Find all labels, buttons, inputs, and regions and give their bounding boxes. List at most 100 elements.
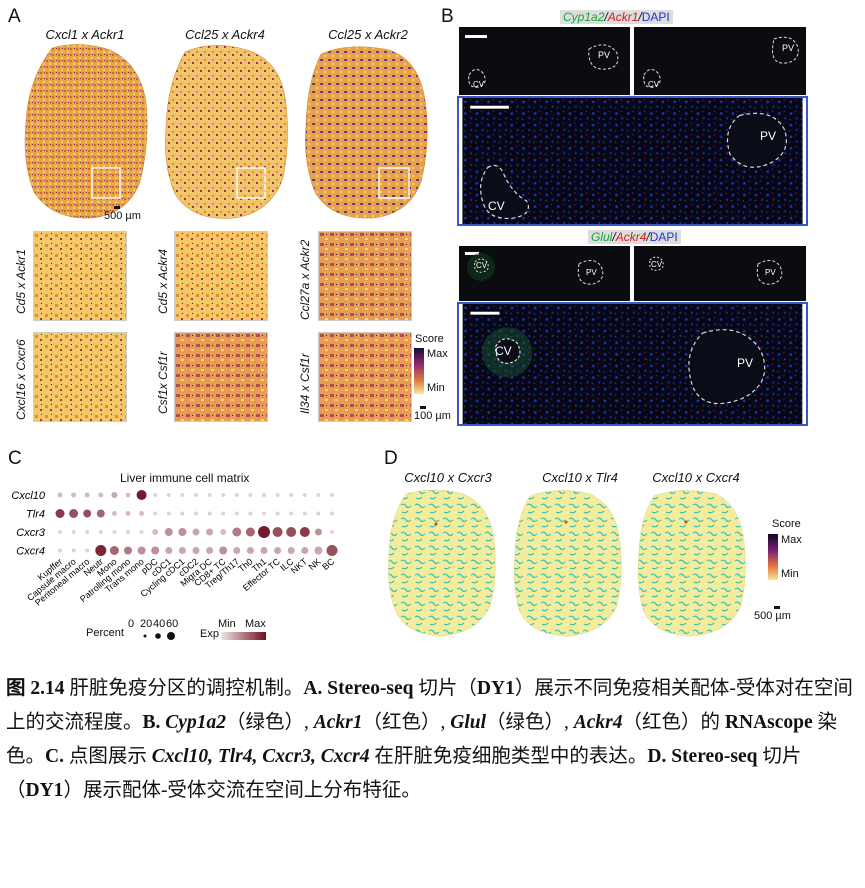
panel-a-scalebar-label: 500 µm bbox=[104, 210, 141, 222]
panel-b-bottom-small-2-pv: PV bbox=[765, 268, 776, 277]
panel-a-legend-min: Min bbox=[427, 382, 445, 394]
dotplot-dot bbox=[71, 548, 76, 553]
panel-a-tissue-2 bbox=[165, 45, 288, 219]
dotplot-dot bbox=[316, 493, 321, 497]
panel-b-bottom-small-1-pv: PV bbox=[586, 268, 597, 277]
dotplot-dot bbox=[55, 509, 65, 518]
dotplot-dot bbox=[234, 511, 239, 516]
caption-fig: 图 2.14 bbox=[6, 678, 65, 699]
panel-d-label: D bbox=[384, 448, 398, 469]
dotplot-dot bbox=[69, 509, 79, 518]
dotplot-dot bbox=[98, 492, 104, 498]
panel-a-tissue-3 bbox=[305, 46, 428, 219]
panel-a-row2-label-2: Cd5 x Ackr4 bbox=[156, 249, 170, 314]
panel-a-legend-scalebar bbox=[420, 406, 426, 409]
panel-a-inset-r3-3 bbox=[318, 332, 412, 422]
dotplot-dot bbox=[221, 511, 226, 516]
dotplot-dot bbox=[139, 511, 145, 516]
panel-a-inset-r2-2 bbox=[174, 231, 268, 321]
dotplot-dot bbox=[58, 530, 62, 534]
dotplot-dot bbox=[111, 492, 118, 498]
dotplot-dot bbox=[178, 528, 187, 536]
dotplot-dot bbox=[180, 493, 185, 497]
panel-a-inset-r2-3 bbox=[318, 231, 412, 321]
dotplot-dot bbox=[153, 511, 158, 516]
panel-c-percent-dots bbox=[143, 632, 175, 640]
dotplot-dot bbox=[301, 547, 309, 554]
dotplot-dot bbox=[194, 511, 198, 516]
panel-b-bottom-small-1: CV PV bbox=[459, 246, 630, 301]
panel-c-exp-label: Exp bbox=[200, 628, 219, 640]
panel-a-legend-max: Max bbox=[427, 348, 448, 360]
dotplot-dot bbox=[180, 511, 185, 516]
panel-c-percent-20: 20 bbox=[140, 618, 153, 630]
panel-a-inset-r3-2 bbox=[174, 332, 268, 422]
panel-b-top-small-2-pv: PV bbox=[782, 43, 795, 53]
dotplot-dot bbox=[71, 530, 76, 534]
dotplot-dot bbox=[166, 511, 171, 516]
dotplot-dot bbox=[286, 527, 297, 537]
dotplot-dot bbox=[136, 490, 147, 500]
dotplot-dot bbox=[165, 547, 173, 554]
panel-d-scalebar bbox=[774, 606, 780, 609]
panel-d-legend-gradient bbox=[768, 534, 778, 580]
panel-b-bottom-big-cv: CV bbox=[495, 344, 512, 358]
dotplot-dot bbox=[314, 546, 323, 555]
dotplot-dot bbox=[330, 530, 334, 534]
dotplot-dot bbox=[330, 493, 334, 497]
dotplot-row-label: Cxcr4 bbox=[16, 546, 45, 558]
dotplot-dot bbox=[220, 529, 227, 535]
dotplot-dot bbox=[234, 493, 239, 497]
panel-c-percent-0: 0 bbox=[128, 618, 135, 630]
panel-a-row2-label-1: Cd5 x Ackr1 bbox=[14, 249, 28, 314]
dotplot-dot bbox=[178, 547, 186, 554]
panel-a-row3-label-3: Il34 x Csf1r bbox=[298, 353, 312, 414]
panel-c-title: Liver immune cell matrix bbox=[120, 471, 250, 485]
panel-a-legend-scalebar-label: 100 µm bbox=[414, 410, 451, 422]
panel-b-bottom-small-1-cv: CV bbox=[476, 261, 488, 270]
panel-b-top-small-2: PV CV bbox=[634, 27, 806, 95]
panel-a-row3-label-2: Csf1x Csf1r bbox=[156, 351, 170, 414]
dotplot-dot bbox=[275, 511, 280, 516]
dotplot-dot bbox=[248, 493, 253, 497]
panel-b-bottom-title: Glul/Ackr4/DAPI bbox=[588, 230, 681, 244]
panel-a-tissue-1 bbox=[24, 44, 148, 219]
dotplot-dot bbox=[221, 493, 226, 497]
panel-b-bottom-big bbox=[457, 302, 808, 426]
dotplot-dot bbox=[258, 526, 270, 538]
dotplot-dot bbox=[219, 546, 228, 555]
dotplot-col-label: NKT bbox=[289, 556, 310, 576]
dotplot-dot bbox=[302, 511, 307, 516]
panel-b-top-big-cv: CV bbox=[488, 199, 505, 213]
panel-d-legend-title: Score bbox=[772, 518, 801, 530]
dotplot-dot bbox=[302, 493, 307, 497]
dotplot-dot bbox=[272, 527, 283, 537]
dotplot-dot bbox=[137, 546, 146, 555]
dotplot-dot bbox=[287, 547, 295, 554]
panel-b-bottom-green: Glul bbox=[591, 230, 613, 244]
dotplot-dot bbox=[207, 511, 212, 516]
panel-d-title-3: Cxcl10 x Cxcr4 bbox=[652, 470, 740, 485]
panel-a-title-2: Ccl25 x Ackr4 bbox=[185, 27, 265, 42]
dotplot-dot bbox=[153, 493, 158, 497]
panel-b-bottom-blue: DAPI bbox=[649, 230, 678, 244]
panel-a-inset-r3-1 bbox=[33, 332, 127, 422]
dotplot-dot bbox=[85, 530, 90, 534]
dotplot-dot bbox=[124, 546, 132, 555]
panel-a-label: A bbox=[8, 6, 21, 27]
panel-c-exp-min: Min bbox=[218, 618, 236, 630]
dotplot-dot bbox=[314, 528, 322, 536]
panel-b-top-small-2-cv: CV bbox=[648, 80, 660, 89]
panel-d-legend-min: Min bbox=[781, 568, 799, 580]
dotplot-dot bbox=[96, 509, 105, 518]
dotplot-dot bbox=[289, 511, 294, 516]
dotplot-dot bbox=[207, 493, 212, 497]
panel-d-title-1: Cxcl10 x Cxcr3 bbox=[404, 470, 492, 485]
panel-c-percent-60: 60 bbox=[166, 618, 179, 630]
panel-c-percent-label: Percent bbox=[86, 627, 124, 639]
panel-b-top-small-1-cv: CV bbox=[473, 80, 485, 89]
panel-b-top-small-1: PV CV bbox=[459, 27, 630, 95]
dotplot-dot bbox=[289, 493, 294, 497]
dotplot-dot bbox=[83, 509, 92, 518]
panel-b-top-big bbox=[457, 96, 808, 226]
